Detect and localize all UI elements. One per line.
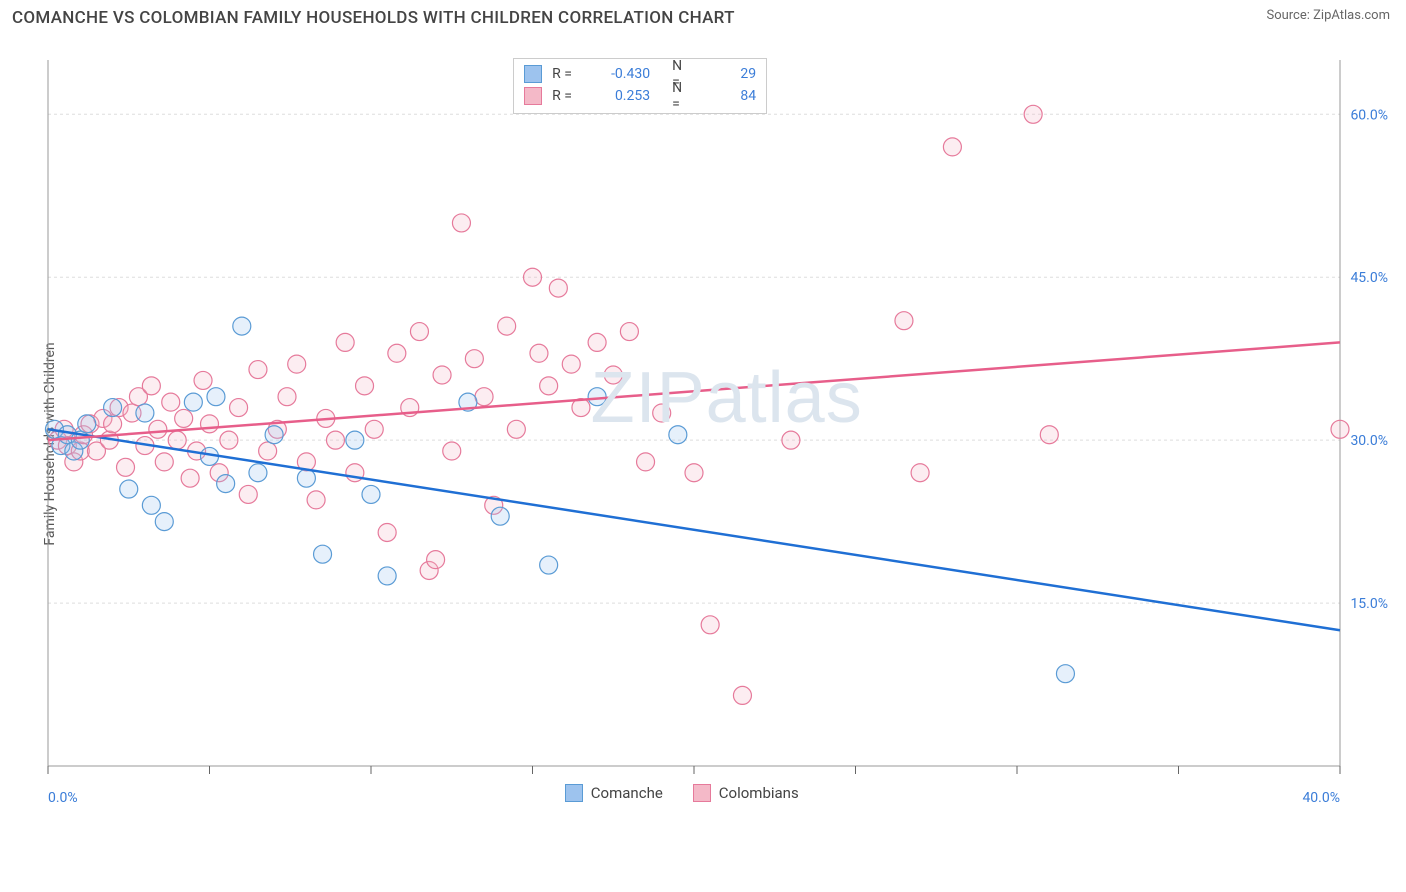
source-prefix: Source: [1266,8,1313,23]
swatch-comanche [524,65,542,83]
r-label: R = [552,88,580,104]
svg-text:45.0%: 45.0% [1350,270,1388,286]
legend-row-comanche: R = -0.430 N = 29 [524,63,756,85]
swatch-colombians-icon [693,784,711,802]
svg-text:60.0%: 60.0% [1350,107,1388,123]
legend-row-colombians: R = 0.253 N = 84 [524,85,756,107]
chart-header: COMANCHE VS COLOMBIAN FAMILY HOUSEHOLDS … [0,0,1406,28]
correlation-legend: R = -0.430 N = 29 R = 0.253 N = 84 [513,58,767,114]
svg-text:40.0%: 40.0% [1302,790,1340,806]
swatch-colombians [524,87,542,105]
source-link[interactable]: ZipAtlas.com [1313,8,1390,23]
n-value-comanche: 29 [696,66,756,82]
svg-text:30.0%: 30.0% [1350,433,1388,449]
r-value-comanche: -0.430 [590,66,650,82]
n-label: N = [672,80,686,112]
series-legend: Comanche Colombians [565,784,799,802]
chart-title: COMANCHE VS COLOMBIAN FAMILY HOUSEHOLDS … [12,8,735,28]
chart-area: Family Households with Children 0.0%40.0… [44,56,1394,816]
svg-text:15.0%: 15.0% [1350,596,1388,612]
legend-label-comanche: Comanche [591,784,663,802]
swatch-comanche-icon [565,784,583,802]
n-value-colombians: 84 [696,88,756,104]
svg-text:0.0%: 0.0% [48,790,78,806]
scatter-plot: 0.0% 40.0% 15.0% 30.0% 45.0% 60.0% [44,56,1394,816]
r-label: R = [552,66,580,82]
r-value-colombians: 0.253 [590,88,650,104]
source-attribution: Source: ZipAtlas.com [1266,8,1390,23]
legend-label-colombians: Colombians [719,784,799,802]
legend-item-colombians: Colombians [693,784,799,802]
legend-item-comanche: Comanche [565,784,663,802]
